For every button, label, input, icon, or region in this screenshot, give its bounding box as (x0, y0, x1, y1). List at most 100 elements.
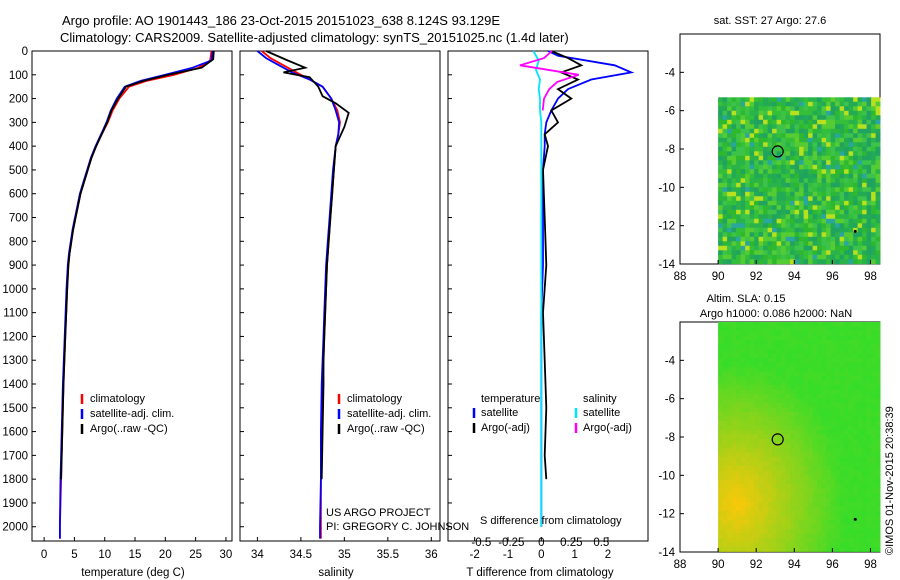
heatmap-cell (740, 128, 746, 134)
heatmap-cell (758, 358, 764, 363)
heatmap-cell (803, 187, 809, 193)
heatmap-cell (844, 200, 849, 206)
heatmap-cell (785, 371, 791, 377)
heatmap-cell (839, 524, 845, 530)
heatmap-cell (781, 331, 786, 336)
heatmap-cell (875, 538, 881, 543)
heatmap-cell (749, 331, 755, 336)
salinity-diff-tick-label: 0 (538, 537, 544, 549)
heatmap-cell (862, 425, 867, 431)
heatmap-cell (767, 344, 773, 350)
heatmap-cell (722, 416, 728, 422)
heatmap-cell (781, 403, 786, 408)
heatmap-cell (772, 524, 777, 530)
heatmap-cell (772, 101, 777, 107)
heatmap-cell (727, 106, 732, 112)
heatmap-cell (862, 344, 867, 350)
heatmap-cell (794, 205, 800, 211)
heatmap-cell (776, 340, 782, 345)
heatmap-cell (745, 335, 750, 341)
heatmap-cell (862, 371, 867, 377)
heatmap-cell (835, 479, 840, 485)
heatmap-cell (758, 178, 764, 184)
heatmap-cell (844, 461, 849, 467)
heatmap-cell (848, 448, 854, 453)
heatmap-cell (736, 398, 741, 404)
heatmap-cell (772, 259, 777, 265)
heatmap-cell (830, 524, 836, 530)
heatmap-cell (736, 344, 741, 350)
difference-panel: -2 -1 0 1 2-0.5 -0.25 0 0.25 0.5temperaturesatel… (447, 50, 649, 561)
heatmap-cell (749, 128, 755, 134)
heatmap-cell (794, 524, 800, 530)
heatmap-cell (871, 353, 876, 359)
heatmap-cell (803, 205, 809, 211)
heatmap-cell (875, 142, 881, 148)
heatmap-cell (736, 101, 741, 107)
heatmap-cell (772, 394, 777, 399)
heatmap-cell (740, 353, 746, 359)
heatmap-cell (731, 367, 737, 372)
heatmap-cell (727, 326, 732, 332)
heatmap-cell (821, 191, 827, 197)
heatmap-cell (718, 412, 723, 417)
heatmap-cell (740, 187, 746, 193)
heatmap-cell (754, 178, 759, 184)
heatmap-cell (821, 146, 827, 152)
heatmap-cell (857, 173, 863, 179)
heatmap-cell (817, 232, 822, 238)
heatmap-cell (758, 529, 764, 534)
heatmap-cell (740, 326, 746, 332)
heatmap-cell (776, 232, 782, 238)
heatmap-cell (835, 506, 840, 512)
heatmap-cell (745, 425, 750, 431)
heatmap-cell (736, 362, 741, 368)
heatmap-cell (749, 362, 755, 368)
heatmap-cell (749, 403, 755, 408)
heatmap-cell (763, 353, 768, 359)
heatmap-cell (835, 493, 840, 498)
heatmap-cell (767, 407, 773, 413)
heatmap-cell (803, 425, 809, 431)
heatmap-cell (866, 371, 872, 377)
heatmap-cell (785, 403, 791, 408)
heatmap-cell (745, 515, 750, 521)
heatmap-cell (763, 97, 768, 103)
heatmap-cell (853, 403, 858, 408)
heatmap-cell (848, 475, 854, 480)
heatmap-cell (853, 479, 858, 485)
heatmap-cell (799, 326, 804, 332)
heatmap-cell (736, 461, 741, 467)
heatmap-cell (749, 173, 755, 179)
heatmap-cell (740, 376, 746, 381)
heatmap-cell (727, 493, 732, 498)
heatmap-cell (722, 367, 728, 372)
heatmap-cell (727, 421, 732, 426)
heatmap-cell (758, 155, 764, 161)
heatmap-cell (857, 434, 863, 440)
heatmap-cell (808, 137, 813, 143)
heatmap-cell (754, 326, 759, 332)
heatmap-cell (857, 529, 863, 534)
heatmap-cell (745, 461, 750, 467)
heatmap-cell (803, 457, 809, 462)
heatmap-cell (754, 443, 759, 449)
heatmap-cell (839, 497, 845, 503)
heatmap-cell (826, 461, 831, 467)
x-tick-label: 94 (788, 271, 801, 283)
heatmap-cell (817, 403, 822, 408)
heatmap-cell (776, 101, 782, 107)
heatmap-cell (862, 367, 867, 372)
heatmap-cell (875, 475, 881, 480)
legend-label: Argo(..raw -QC) (90, 423, 168, 435)
heatmap-cell (848, 160, 854, 166)
heatmap-cell (835, 439, 840, 444)
heatmap-cell (830, 497, 836, 503)
heatmap-cell (875, 106, 881, 112)
heatmap-cell (727, 331, 732, 336)
heatmap-cell (722, 151, 728, 157)
heatmap-cell (736, 169, 741, 175)
heatmap-cell (727, 362, 732, 368)
heatmap-cell (857, 533, 863, 539)
heatmap-cell (821, 259, 827, 265)
